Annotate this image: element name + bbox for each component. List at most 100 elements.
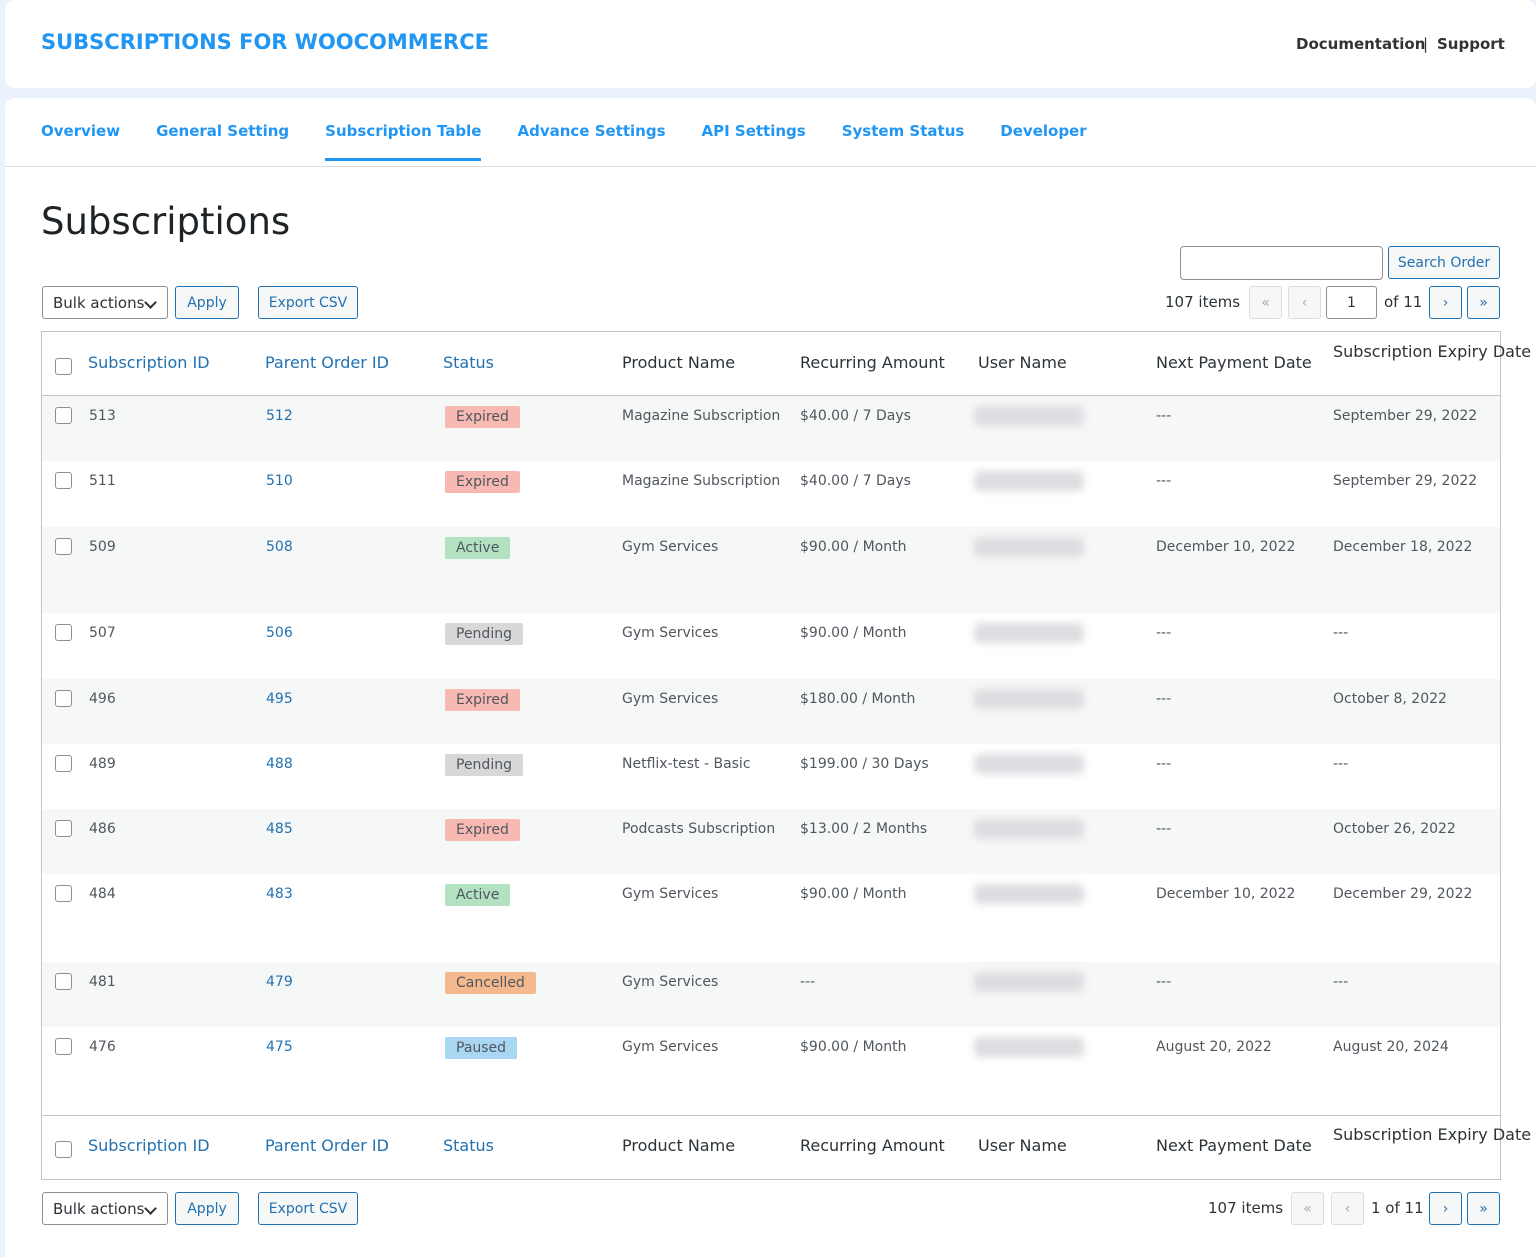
column-header: Recurring Amount (800, 353, 945, 372)
table-row (42, 527, 1500, 613)
tab[interactable]: Developer (1000, 122, 1087, 140)
user-name-blurred (974, 406, 1084, 426)
parent-order-link[interactable]: 506 (266, 625, 293, 641)
prev-page[interactable]: ‹ (1288, 286, 1321, 319)
active-underline (325, 158, 482, 161)
row-checkbox[interactable] (55, 407, 72, 424)
parent-order-link[interactable]: 475 (266, 1039, 293, 1055)
last-page[interactable]: » (1467, 1192, 1500, 1225)
row-checkbox[interactable] (55, 820, 72, 837)
select-all-checkbox[interactable] (55, 358, 72, 375)
expiry-date: December 18, 2022 (1333, 539, 1473, 555)
first-page[interactable]: « (1249, 286, 1282, 319)
support-link[interactable]: Support (1437, 35, 1505, 53)
page-input[interactable]: 1 (1326, 286, 1377, 319)
expiry-date: --- (1333, 756, 1349, 772)
column-header[interactable]: Parent Order ID (265, 353, 389, 372)
row-checkbox[interactable] (55, 885, 72, 902)
row-checkbox[interactable] (55, 755, 72, 772)
status-badge: Expired (445, 819, 520, 841)
row-checkbox[interactable] (55, 973, 72, 990)
row-checkbox[interactable] (55, 472, 72, 489)
next-payment-date: --- (1156, 974, 1172, 990)
next-payment-date: --- (1156, 691, 1172, 707)
export-csv-button[interactable]: Export CSV (258, 286, 358, 319)
expiry-date: December 29, 2022 (1333, 886, 1473, 902)
subscription-id: 507 (89, 625, 116, 641)
user-name-blurred (974, 819, 1084, 839)
status-badge: Expired (445, 471, 520, 493)
status-badge: Pending (445, 623, 523, 645)
last-page[interactable]: » (1467, 286, 1500, 319)
product-name: Magazine Subscription (622, 408, 781, 424)
table-row (42, 744, 1500, 809)
user-name-blurred (974, 471, 1084, 491)
recurring-amount: --- (800, 974, 816, 990)
column-header: User Name (978, 1136, 1067, 1155)
subscription-id: 496 (89, 691, 116, 707)
search-input[interactable] (1180, 246, 1383, 280)
expiry-date: September 29, 2022 (1333, 473, 1478, 489)
recurring-amount: $180.00 / Month (800, 691, 916, 707)
tab[interactable]: General Setting (156, 122, 290, 140)
item-count: 107 items (1208, 1199, 1284, 1217)
next-page[interactable]: › (1429, 286, 1462, 319)
select-all-checkbox[interactable] (55, 1141, 72, 1158)
export-csv-button[interactable]: Export CSV (258, 1192, 358, 1225)
recurring-amount: $90.00 / Month (800, 1039, 907, 1055)
first-page[interactable]: « (1291, 1192, 1324, 1225)
table-row (42, 613, 1500, 679)
subscription-id: 489 (89, 756, 116, 772)
user-name-blurred (974, 754, 1084, 774)
bulk-actions-select[interactable]: Bulk actions (42, 1192, 168, 1225)
tab[interactable]: System Status (841, 122, 965, 140)
parent-order-link[interactable]: 479 (266, 974, 293, 990)
product-name: Magazine Subscription (622, 473, 781, 489)
parent-order-link[interactable]: 483 (266, 886, 293, 902)
row-checkbox[interactable] (55, 624, 72, 641)
next-page[interactable]: › (1429, 1192, 1462, 1225)
table-row (42, 874, 1500, 962)
apply-button[interactable]: Apply (175, 286, 239, 319)
column-header: User Name (978, 353, 1067, 372)
row-checkbox[interactable] (55, 538, 72, 555)
search-button[interactable]: Search Order (1388, 246, 1500, 279)
parent-order-link[interactable]: 485 (266, 821, 293, 837)
expiry-date: September 29, 2022 (1333, 408, 1478, 424)
user-name-blurred (974, 884, 1084, 904)
parent-order-link[interactable]: 512 (266, 408, 293, 424)
column-header[interactable]: Parent Order ID (265, 1136, 389, 1155)
parent-order-link[interactable]: 488 (266, 756, 293, 772)
row-checkbox[interactable] (55, 1038, 72, 1055)
tab[interactable]: Advance Settings (517, 122, 666, 140)
doc-link[interactable]: Documentation (1296, 35, 1426, 53)
user-name-blurred (974, 1037, 1084, 1057)
table-row (42, 1027, 1500, 1115)
expiry-date: October 26, 2022 (1333, 821, 1456, 837)
table-row (42, 461, 1500, 527)
column-header: Product Name (622, 353, 736, 372)
recurring-amount: $40.00 / 7 Days (800, 473, 911, 489)
table-row (42, 809, 1500, 874)
column-header[interactable]: Subscription ID (88, 353, 210, 372)
table-footer (42, 1115, 1500, 1179)
subscription-id: 476 (89, 1039, 116, 1055)
parent-order-link[interactable]: 508 (266, 539, 293, 555)
status-badge: Expired (445, 689, 520, 711)
column-header: Recurring Amount (800, 1136, 945, 1155)
tab[interactable]: Overview (41, 122, 121, 140)
subscriptions-table: Subscription ID Parent Order ID Status Prod… (41, 331, 1531, 1180)
column-header[interactable]: Subscription ID (88, 1136, 210, 1155)
row-checkbox[interactable] (55, 690, 72, 707)
table-row (42, 962, 1500, 1027)
bulk-actions-select[interactable]: Bulk actions (42, 286, 168, 319)
parent-order-link[interactable]: 510 (266, 473, 293, 489)
parent-order-link[interactable]: 495 (266, 691, 293, 707)
tab[interactable]: Subscription Table (325, 122, 482, 161)
apply-button[interactable]: Apply (175, 1192, 239, 1225)
prev-page[interactable]: ‹ (1331, 1192, 1364, 1225)
column-header[interactable]: Status (443, 353, 494, 372)
product-name: Podcasts Subscription (622, 821, 776, 837)
column-header[interactable]: Status (443, 1136, 494, 1155)
tab[interactable]: API Settings (701, 122, 806, 140)
